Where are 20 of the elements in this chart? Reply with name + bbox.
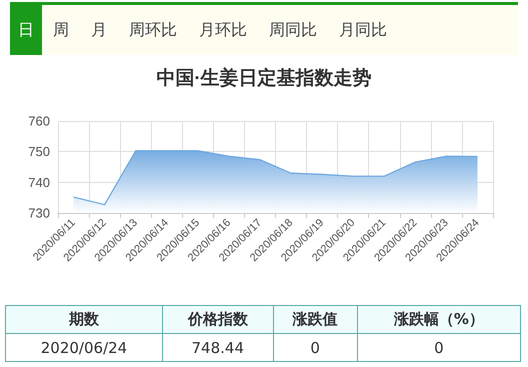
- text: 期数: [6, 306, 162, 334]
- y-tick-label: 750: [28, 144, 50, 160]
- text: 涨跌幅（%）: [357, 306, 520, 334]
- text: 2020/06/24: [6, 334, 162, 362]
- y-tick-label: 760: [28, 114, 50, 128]
- text: 价格指数: [162, 306, 274, 334]
- chart-title: 中国·生姜日定基指数走势: [156, 67, 372, 89]
- text: 周: [52, 19, 70, 41]
- text: 月: [90, 19, 108, 41]
- text: 月同比: [338, 19, 388, 41]
- text: 月环比: [198, 19, 248, 41]
- text: 周同比: [268, 19, 318, 41]
- text: 0: [273, 334, 358, 362]
- text: 涨跌值: [273, 306, 358, 334]
- text: 748.44: [162, 334, 274, 362]
- text: 日: [10, 5, 42, 55]
- text: 周环比: [128, 19, 178, 41]
- y-tick-label: 740: [28, 174, 50, 190]
- y-tick-label: 730: [28, 206, 50, 220]
- text: 0: [357, 334, 520, 362]
